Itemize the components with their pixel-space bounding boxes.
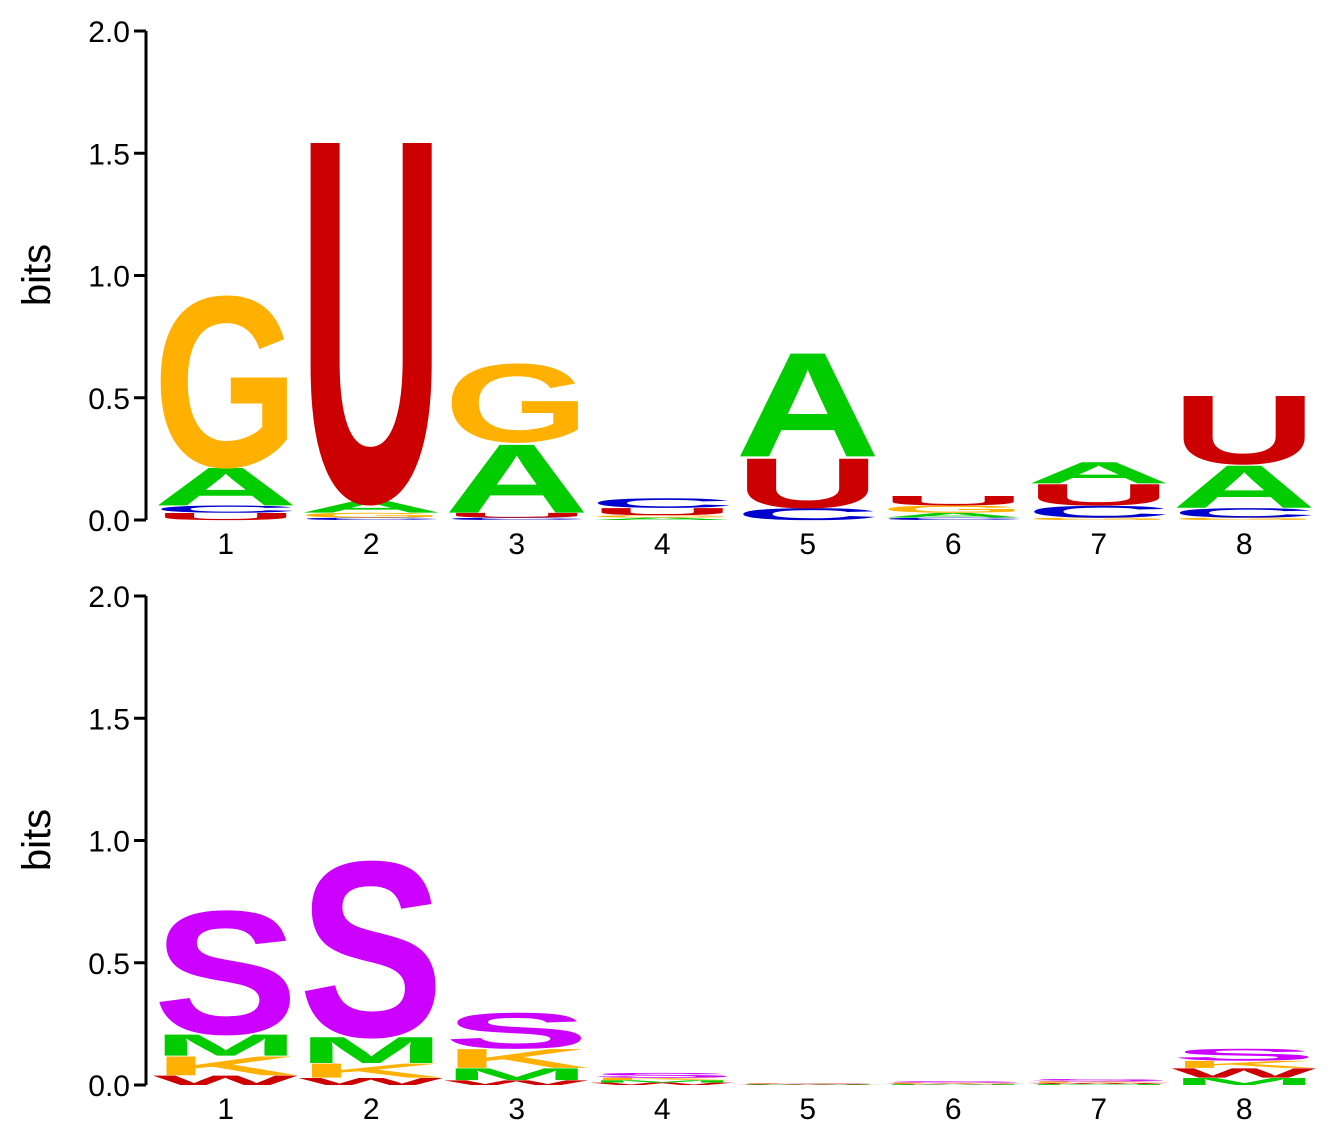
logo-letter-G: G — [444, 340, 589, 466]
logo-letter-M: M — [444, 1065, 589, 1084]
y-tick-label: 0.5 — [88, 383, 130, 416]
x-tick-label: 1 — [217, 528, 234, 561]
x-tick-label: 3 — [508, 528, 525, 561]
logo-letter-C: C — [1172, 505, 1317, 520]
y-tick-label: 2.0 — [88, 581, 130, 614]
logo-letter-S: S — [153, 874, 298, 1072]
logo-letter-G: G — [153, 246, 298, 519]
logo-letter-K: K — [1172, 1059, 1317, 1070]
logo-letter-W: W — [153, 1073, 298, 1088]
x-tick-label: 2 — [363, 1093, 380, 1126]
logo-letter-M: M — [1026, 1084, 1171, 1086]
x-tick-label: 8 — [1236, 528, 1253, 561]
logo-letter-M: M — [590, 1080, 735, 1084]
logo-letter-K: K — [881, 1082, 1027, 1084]
logo-letter-W: W — [881, 1083, 1027, 1084]
logo-letter-K: K — [153, 1051, 298, 1081]
logo-letter-U: U — [735, 444, 881, 524]
logo-letter-C: C — [590, 496, 735, 511]
logo-letter-C: C — [735, 505, 881, 524]
logo-letter-W: W — [299, 1076, 444, 1087]
y-tick-label: 1.5 — [88, 703, 130, 736]
logo-letter-W: W — [1026, 1082, 1172, 1084]
logo-letter-S: S — [881, 1081, 1026, 1083]
logo-letter-A: A — [881, 511, 1026, 519]
logo-letter-A: A — [735, 321, 881, 489]
logo-letter-G: G — [590, 514, 735, 518]
y-tick-label: 2.0 — [88, 16, 130, 49]
logo-letter-C: C — [299, 517, 444, 521]
y-tick-label: 1.0 — [88, 826, 130, 859]
logo-letter-C: C — [444, 517, 589, 521]
x-tick-label: 7 — [1090, 528, 1107, 561]
logo-letter-S: S — [590, 1072, 735, 1080]
y-axis-label: bits — [15, 244, 59, 306]
logo-letter-K: K — [1026, 1081, 1172, 1083]
logo-letter-S: S — [1172, 1045, 1317, 1064]
x-tick-label: 4 — [654, 528, 671, 561]
logo-letter-K: K — [735, 1083, 881, 1084]
logo-letter-U: U — [881, 493, 1026, 508]
logo-letter-G: G — [1172, 517, 1317, 521]
logo-letter-W: W — [590, 1082, 736, 1086]
logo-letter-A: A — [1172, 452, 1318, 521]
x-tick-label: 4 — [654, 1093, 671, 1126]
logo-letter-A: A — [1026, 456, 1172, 490]
logo-letter-S: S — [1026, 1078, 1171, 1082]
x-tick-label: 7 — [1090, 1093, 1107, 1126]
logo-letter-C: C — [153, 504, 298, 515]
y-tick-label: 0.0 — [88, 505, 130, 538]
logo-letter-U: U — [299, 30, 444, 611]
logo-letter-G: G — [881, 504, 1026, 515]
logo-letter-W: W — [735, 1084, 881, 1085]
logo-letter-A: A — [444, 423, 589, 534]
logo-letter-U: U — [1026, 478, 1172, 512]
x-tick-label: 8 — [1236, 1093, 1253, 1126]
x-tick-label: 3 — [508, 1093, 525, 1126]
logo-letter-A: A — [153, 456, 298, 517]
logo-letter-S: S — [444, 1002, 589, 1059]
logo-letter-W: W — [1172, 1066, 1317, 1081]
logo-panel-2: 0.00.51.01.52.0bits1WKMS2WKMS3WMKS4WMKS5… — [15, 581, 1317, 1126]
x-tick-label: 5 — [799, 528, 816, 561]
logo-letter-A: A — [299, 497, 445, 516]
logo-letter-G: G — [1026, 517, 1171, 521]
x-tick-label: 5 — [799, 1093, 816, 1126]
x-tick-label: 6 — [945, 528, 962, 561]
logo-letter-K: K — [299, 1059, 444, 1082]
y-tick-label: 0.0 — [88, 1070, 130, 1103]
y-axis-label: bits — [15, 809, 59, 871]
logo-letter-M: M — [1172, 1076, 1317, 1087]
y-tick-label: 1.5 — [88, 138, 130, 171]
logo-letter-M: M — [299, 1029, 444, 1071]
logo-letter-U: U — [444, 511, 589, 519]
logo-letter-U: U — [590, 506, 735, 517]
logo-letter-U: U — [153, 511, 298, 522]
logo-letter-M: M — [735, 1084, 880, 1085]
logo-letter-S: S — [299, 809, 444, 1090]
x-tick-label: 1 — [217, 1093, 234, 1126]
y-tick-label: 1.0 — [88, 261, 130, 294]
logo-letter-M: M — [153, 1028, 298, 1062]
logo-letter-G: G — [299, 511, 444, 519]
logo-letter-K: K — [590, 1077, 735, 1081]
y-tick-label: 0.5 — [88, 948, 130, 981]
logo-letter-S: S — [735, 1083, 880, 1084]
logo-letter-C: C — [1026, 502, 1172, 521]
logo-letter-W: W — [444, 1079, 590, 1087]
logo-letter-M: M — [881, 1084, 1026, 1085]
logo-letter-C: C — [881, 517, 1026, 521]
logo-letter-A: A — [590, 517, 735, 521]
logo-letter-K: K — [444, 1043, 589, 1073]
x-tick-label: 2 — [363, 528, 380, 561]
x-tick-label: 6 — [945, 1093, 962, 1126]
logo-letter-U: U — [1172, 374, 1317, 485]
